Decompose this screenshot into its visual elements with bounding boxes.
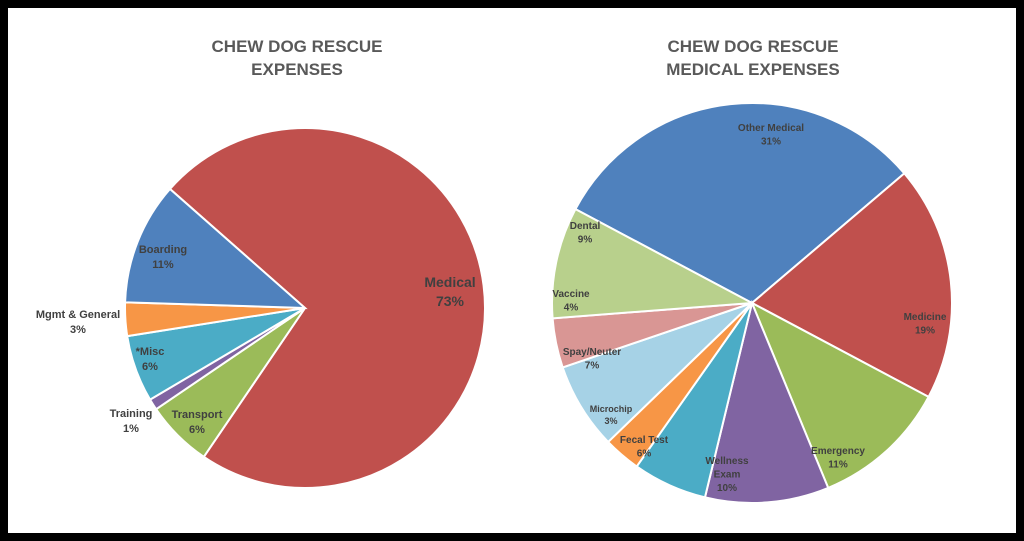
- pie-slice-medicine: [750, 171, 953, 399]
- data-label-microchip: Microchip 3%: [590, 404, 633, 426]
- data-label-transport: Transport 6%: [172, 409, 223, 436]
- data-label-wellness-exam: Wellness Exam 10%: [705, 456, 749, 494]
- pie-slice-other-medical: [574, 102, 906, 305]
- data-label-training: Training 1%: [110, 408, 153, 435]
- data-label-medicine: Medicine 19%: [904, 312, 947, 337]
- data-label-fecal-test: Fecal Test 6%: [620, 435, 669, 460]
- pie-slice-boarding: [124, 187, 308, 310]
- data-label-boarding: Boarding 11%: [139, 244, 187, 271]
- data-label-misc: *Misc 6%: [136, 346, 165, 373]
- pie-slice-medical: [168, 127, 486, 489]
- data-label-mgmt-general: Mgmt & General 3%: [36, 309, 120, 336]
- pie-slice-wellness-exam: [703, 299, 830, 504]
- data-label-dental: Dental 9%: [570, 221, 601, 246]
- pie-slice-emergency: [750, 300, 930, 490]
- medical-chart-title: CHEW DOG RESCUE MEDICAL EXPENSES: [666, 37, 840, 79]
- data-label-other-medical: Other Medical 31%: [738, 123, 804, 148]
- data-label-vaccine: Vaccine 4%: [552, 289, 590, 314]
- pie-slice-dental: [551, 207, 756, 320]
- data-label-medical: Medical 73%: [424, 274, 475, 309]
- data-label-emergency: Emergency 11%: [811, 446, 865, 471]
- data-label-spay-neuter: Spay/Neuter 7%: [563, 347, 621, 372]
- expenses-chart-title: CHEW DOG RESCUE EXPENSES: [211, 37, 383, 79]
